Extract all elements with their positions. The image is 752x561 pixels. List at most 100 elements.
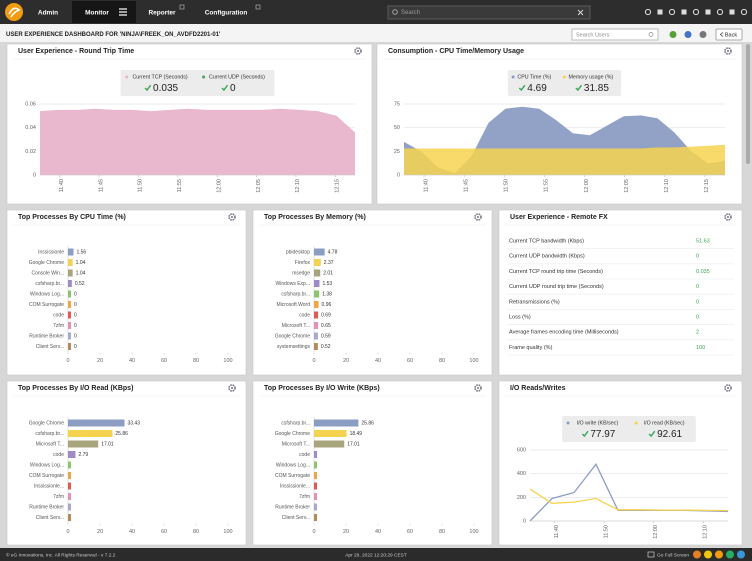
nav-tab[interactable]: Configuration	[205, 10, 248, 17]
check-icon	[581, 430, 589, 438]
category-label: Microsoft T...	[282, 323, 310, 329]
legend-value: 31.85	[584, 83, 609, 94]
toolbar-icon[interactable]	[669, 31, 677, 38]
legend-swatch	[566, 421, 570, 425]
nav-tab[interactable]: Reporter	[148, 10, 176, 17]
x-tick-label: 100	[469, 529, 478, 535]
category-label: Runtime Broker	[275, 504, 310, 510]
check-icon	[518, 84, 526, 92]
x-tick-label: 20	[343, 529, 349, 535]
status-icon[interactable]	[704, 550, 712, 559]
bar	[68, 451, 76, 458]
y-tick-label: 200	[517, 495, 526, 501]
check-icon	[221, 84, 229, 92]
clear-icon	[577, 9, 584, 16]
category-label: csfsharp.br...	[281, 291, 310, 297]
bar	[68, 440, 99, 448]
legend-value: 77.97	[590, 429, 615, 440]
panel	[498, 209, 743, 376]
status-icon[interactable]	[737, 550, 745, 559]
category-label: COM Surrogate	[275, 473, 310, 479]
category-label: Google Chrome	[275, 431, 311, 437]
nav-icon[interactable]	[668, 8, 676, 16]
nav-icon[interactable]	[681, 9, 687, 15]
bar	[68, 343, 71, 350]
user-search-box[interactable]	[571, 28, 659, 41]
x-tick-label: 11:45	[98, 179, 104, 192]
legend-swatch	[202, 75, 206, 79]
logo[interactable]	[5, 3, 23, 21]
panel-title: User Experience - Round Trip Time	[18, 48, 134, 55]
gear-icon[interactable]	[228, 213, 236, 221]
nav-icon[interactable]	[657, 9, 663, 15]
gear-icon[interactable]	[724, 384, 732, 392]
y-tick-label: 0	[397, 172, 400, 178]
nav-icon[interactable]	[692, 8, 700, 16]
nav-icon[interactable]	[644, 8, 652, 16]
x-tick-label: 11:45	[463, 179, 469, 192]
bar	[314, 280, 320, 287]
category-label: Firefox	[295, 260, 311, 266]
dashboard-title: USER EXPERIENCE DASHBOARD FOR 'NINJA\FRE…	[6, 32, 221, 38]
x-tick-label: 11:50	[604, 525, 610, 538]
fullscreen-icon[interactable]	[647, 551, 655, 558]
legend-value: 0	[230, 83, 236, 94]
check-icon	[648, 430, 656, 438]
panel	[6, 380, 247, 546]
metric-label: Current TCP bandwidth (Kbps)	[509, 238, 584, 244]
toolbar-icon[interactable]	[684, 31, 692, 38]
y-tick-label: 25	[394, 149, 400, 155]
category-label: Microsoft T...	[36, 441, 64, 447]
category-label: code	[53, 312, 64, 318]
category-label: 7zfm	[53, 323, 64, 329]
bar	[68, 461, 71, 469]
bar	[314, 493, 317, 500]
back-label[interactable]: Back	[725, 32, 737, 38]
status-icon[interactable]	[726, 550, 734, 559]
fullscreen-label[interactable]: Go Full Screen	[657, 552, 689, 558]
gear-icon[interactable]	[724, 213, 732, 221]
x-tick-label: 12:10	[703, 525, 709, 539]
gear-icon[interactable]	[474, 213, 482, 221]
search-box[interactable]	[387, 5, 591, 20]
status-icon[interactable]	[693, 550, 701, 559]
nav-icon[interactable]	[705, 9, 711, 15]
bar	[68, 482, 71, 490]
bar	[314, 472, 317, 479]
check-icon	[144, 84, 152, 92]
gear-icon[interactable]	[724, 47, 732, 55]
bar	[68, 248, 74, 256]
category-label: Inssissionle...	[280, 483, 310, 489]
nav-icon[interactable]	[740, 8, 748, 16]
gear-icon[interactable]	[474, 384, 482, 392]
status-icon[interactable]	[715, 550, 723, 559]
logo-mark	[8, 7, 21, 18]
gear-icon[interactable]	[228, 384, 236, 392]
nav-tab[interactable]: Monitor	[85, 10, 109, 17]
x-tick-label: 0	[312, 529, 315, 535]
panel-title: I/O Reads/Writes	[510, 385, 566, 392]
bar	[314, 430, 347, 437]
legend-value: 92.61	[657, 429, 682, 440]
panel-title: Top Processes By Memory (%)	[264, 214, 366, 221]
toolbar-icon[interactable]	[699, 31, 707, 38]
y-tick-label: 0.06	[25, 101, 36, 107]
bar-value-label: 0.52	[75, 281, 85, 287]
nav-icon[interactable]	[729, 9, 735, 15]
panel-title: Top Processes By I/O Read (KBps)	[18, 385, 133, 392]
nav-icon[interactable]	[716, 8, 724, 16]
gear-hub	[231, 216, 233, 218]
x-tick-label: 12:00	[216, 179, 222, 193]
bar-value-label: 4.78	[328, 250, 338, 256]
gear-icon[interactable]	[354, 47, 362, 55]
bar	[314, 343, 318, 350]
back-button[interactable]	[715, 28, 743, 41]
bar-value-label: 2.79	[78, 452, 88, 458]
nav-tab[interactable]: Admin	[38, 10, 58, 17]
x-tick-label: 40	[129, 529, 135, 535]
category-label: Runtime Broker	[29, 333, 64, 339]
bar	[314, 482, 317, 490]
scrollbar[interactable]	[746, 44, 750, 164]
